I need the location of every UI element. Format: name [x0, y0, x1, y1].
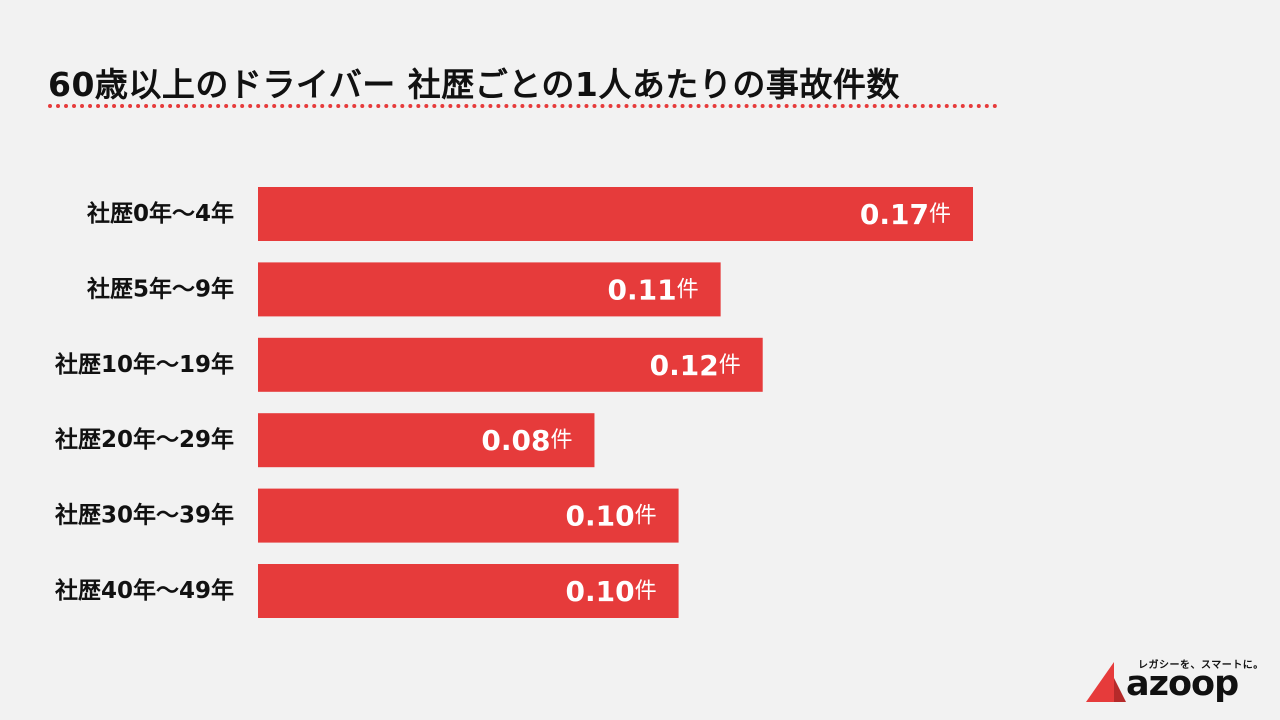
bar-value-unit: 件: [719, 352, 741, 377]
bar-value-unit: 件: [550, 428, 572, 453]
bar-value-unit: 件: [635, 503, 657, 528]
bar-value-label: 0.10件: [565, 575, 656, 608]
bar-value-label: 0.17件: [860, 198, 951, 231]
bar-value-unit: 件: [677, 277, 699, 302]
chart-title: 60歳以上のドライバー 社歴ごとの1人あたりの事故件数: [48, 65, 900, 104]
bar-value-label: 0.08件: [481, 424, 572, 457]
category-label: 社歴0年〜4年: [87, 200, 234, 227]
bar-value-number: 0.10: [565, 575, 634, 608]
category-label: 社歴5年〜9年: [87, 275, 234, 302]
bar-value-unit: 件: [929, 202, 951, 227]
bar: [258, 262, 721, 317]
bar: [258, 187, 973, 241]
bar-value-number: 0.08: [481, 424, 550, 457]
category-label: 社歴40年〜49年: [55, 577, 234, 604]
logo-mark-icon: [1086, 662, 1126, 702]
bar: [258, 488, 679, 543]
category-label: 社歴10年〜19年: [55, 351, 234, 378]
title-underline: [48, 104, 998, 108]
bar-value-number: 0.10: [565, 499, 634, 532]
bar-value-unit: 件: [635, 579, 657, 604]
bar-value-number: 0.11: [608, 273, 677, 306]
bar: [258, 337, 763, 392]
category-label: 社歴20年〜29年: [55, 426, 234, 453]
bar-value-label: 0.12件: [650, 348, 741, 381]
category-label: 社歴30年〜39年: [55, 502, 234, 529]
logo-tagline: レガシーを、スマートに。: [1138, 660, 1264, 671]
logo-wordmark: azoop: [1126, 664, 1239, 704]
azoop-logo: レガシーを、スマートに。 azoop: [1086, 656, 1263, 706]
bar: [258, 413, 595, 468]
bar: [258, 564, 679, 618]
bar-value-label: 0.10件: [565, 499, 656, 532]
bar-value-number: 0.17: [860, 198, 929, 231]
bar-value-label: 0.11件: [608, 273, 699, 306]
bar-value-number: 0.12: [650, 348, 719, 381]
